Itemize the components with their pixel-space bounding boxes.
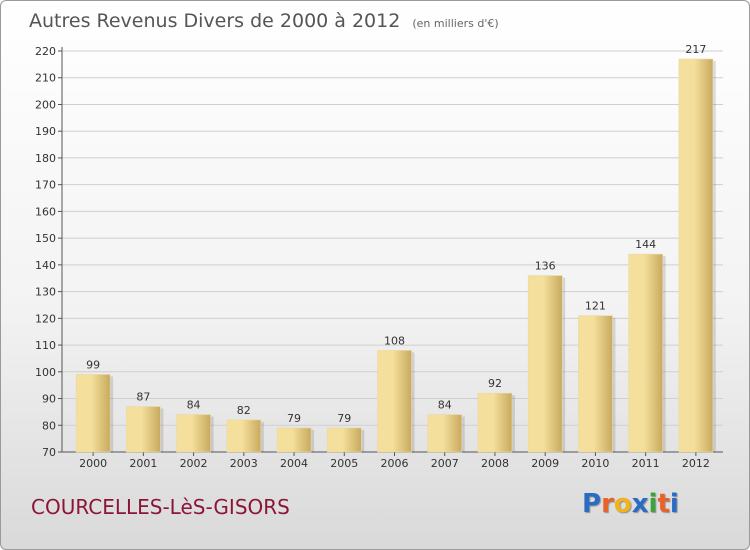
- chart-title-text: Autres Revenus Divers de 2000 à 2012: [29, 10, 401, 32]
- y-tick-label: 210: [35, 72, 56, 85]
- y-tick-label: 180: [35, 152, 56, 165]
- bar-2006: [377, 350, 412, 453]
- value-label: 136: [535, 260, 556, 273]
- x-tick-label: 2010: [581, 457, 609, 470]
- value-label: 108: [384, 334, 405, 347]
- bar-2005: [326, 427, 362, 453]
- value-label: 121: [585, 300, 606, 313]
- bar-2002: [176, 414, 211, 453]
- y-tick-label: 190: [35, 125, 56, 138]
- bar-2007: [427, 414, 463, 453]
- chart-title: Autres Revenus Divers de 2000 à 2012 (en…: [29, 10, 499, 32]
- x-tick-label: 2001: [129, 457, 157, 470]
- bar-2010: [578, 315, 613, 453]
- value-label: 144: [635, 238, 656, 251]
- bar-2004: [276, 427, 312, 453]
- chart-subtitle: (en milliers d'€): [412, 17, 499, 30]
- y-tick-label: 80: [42, 419, 56, 432]
- logo-letter: i: [669, 489, 679, 519]
- y-tick-label: 70: [42, 446, 56, 459]
- x-tick-label: 2009: [531, 457, 559, 470]
- value-label: 84: [438, 399, 452, 412]
- value-label: 217: [685, 43, 706, 56]
- value-label: 99: [86, 358, 100, 371]
- y-tick-label: 130: [35, 286, 56, 299]
- y-tick-label: 140: [35, 259, 56, 272]
- bar-2003: [226, 419, 262, 453]
- y-tick-label: 110: [35, 339, 56, 352]
- y-tick-label: 170: [35, 179, 56, 192]
- logo-letter: P: [582, 489, 602, 519]
- y-tick-label: 160: [35, 205, 56, 218]
- commune-name: COURCELLES-LèS-GISORS: [31, 495, 290, 519]
- y-tick-label: 150: [35, 232, 56, 245]
- bar-2009: [527, 275, 563, 453]
- y-tick-label: 220: [35, 45, 56, 58]
- y-tick-label: 90: [42, 393, 56, 406]
- x-tick-label: 2002: [180, 457, 208, 470]
- data-labels: 99 87 84 82 79 79 108 84 92 136 121 144 217: [86, 43, 706, 425]
- grid-lines: [62, 50, 723, 453]
- bar-2000: [75, 374, 111, 453]
- logo-letter: i: [648, 489, 658, 519]
- proxiti-logo[interactable]: Proxiti: [582, 489, 679, 519]
- value-label: 92: [488, 377, 502, 390]
- logo-letter: r: [601, 489, 614, 519]
- value-label: 84: [187, 399, 201, 412]
- y-tick-label: 120: [35, 312, 56, 325]
- logo-letter: x: [631, 489, 649, 519]
- logo-letter: o: [613, 489, 632, 519]
- x-tick-label: 2003: [230, 457, 258, 470]
- logo-letter: t: [657, 489, 670, 519]
- x-tick-label: 2005: [330, 457, 358, 470]
- x-tick-label: 2007: [431, 457, 459, 470]
- x-tick-label: 2000: [79, 457, 107, 470]
- value-label: 82: [237, 404, 251, 417]
- bar-2011: [628, 253, 663, 453]
- axes: 7080901001101201301401501601701801902002…: [35, 45, 723, 470]
- x-tick-label: 2006: [381, 457, 409, 470]
- bar-2008: [477, 392, 513, 453]
- x-tick-label: 2012: [682, 457, 710, 470]
- x-tick-label: 2008: [481, 457, 509, 470]
- bar-2001: [126, 406, 161, 453]
- value-label: 79: [337, 412, 351, 425]
- y-tick-label: 100: [35, 366, 56, 379]
- bars: [75, 58, 716, 453]
- bar-2012: [678, 58, 714, 453]
- x-tick-label: 2004: [280, 457, 308, 470]
- x-tick-label: 2011: [632, 457, 660, 470]
- value-label: 79: [287, 412, 301, 425]
- value-label: 87: [136, 391, 150, 404]
- y-tick-label: 200: [35, 98, 56, 111]
